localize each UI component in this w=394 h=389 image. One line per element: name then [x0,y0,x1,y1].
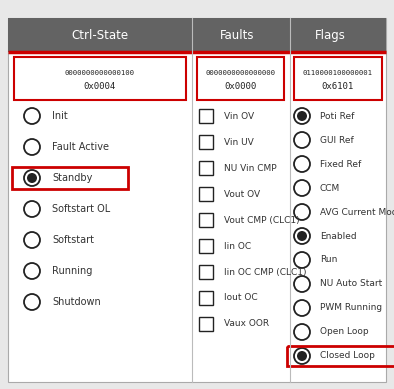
Bar [199,161,213,175]
Text: Init: Init [52,111,68,121]
Text: AVG Current Mode: AVG Current Mode [320,207,394,217]
Text: Poti Ref: Poti Ref [320,112,354,121]
Text: NU Vin CMP: NU Vin CMP [224,163,277,172]
Text: Softstart OL: Softstart OL [52,204,110,214]
Text: Run: Run [320,256,337,265]
Text: Running: Running [52,266,92,276]
Circle shape [297,231,307,241]
Text: Softstart: Softstart [52,235,94,245]
Bar [294,57,382,100]
Text: Vout OV: Vout OV [224,189,260,198]
Bar [199,265,213,279]
Bar [199,317,213,331]
Bar [199,187,213,201]
Text: Faults: Faults [220,28,254,42]
Text: 0x0004: 0x0004 [84,82,116,91]
Text: Closed Loop: Closed Loop [320,352,375,361]
Bar [199,239,213,253]
Text: NU Auto Start: NU Auto Start [320,280,382,289]
Circle shape [27,173,37,183]
Text: GUI Ref: GUI Ref [320,135,354,144]
Bar [287,346,394,366]
Circle shape [297,111,307,121]
Text: Fault Active: Fault Active [52,142,109,152]
Text: 0110000100000001: 0110000100000001 [303,70,373,75]
Text: 0000000000000000: 0000000000000000 [206,70,275,75]
Bar [199,135,213,149]
Bar [199,109,213,123]
Bar [199,213,213,227]
Text: Ctrl-State: Ctrl-State [71,28,128,42]
Bar [199,291,213,305]
Text: Shutdown: Shutdown [52,297,101,307]
Text: Vout CMP (CLC1): Vout CMP (CLC1) [224,216,299,224]
Text: Vaux OOR: Vaux OOR [224,319,269,328]
Text: Enabled: Enabled [320,231,357,240]
Text: Iout OC: Iout OC [224,293,258,303]
Bar [8,18,386,52]
Text: Vin UV: Vin UV [224,137,254,147]
Text: CCM: CCM [320,184,340,193]
Text: 0x0000: 0x0000 [224,82,256,91]
Text: 0000000000000100: 0000000000000100 [65,70,135,75]
Text: Open Loop: Open Loop [320,328,369,336]
Text: Iin OC CMP (CLC1): Iin OC CMP (CLC1) [224,268,307,277]
Circle shape [297,351,307,361]
Bar [197,57,284,100]
Text: Flags: Flags [314,28,346,42]
Text: Standby: Standby [52,173,92,183]
Text: PWM Running: PWM Running [320,303,382,312]
Text: Iin OC: Iin OC [224,242,251,251]
Text: Fixed Ref: Fixed Ref [320,159,361,168]
Text: 0x6101: 0x6101 [322,82,354,91]
Bar [14,57,186,100]
Text: Vin OV: Vin OV [224,112,254,121]
Bar [12,167,128,189]
